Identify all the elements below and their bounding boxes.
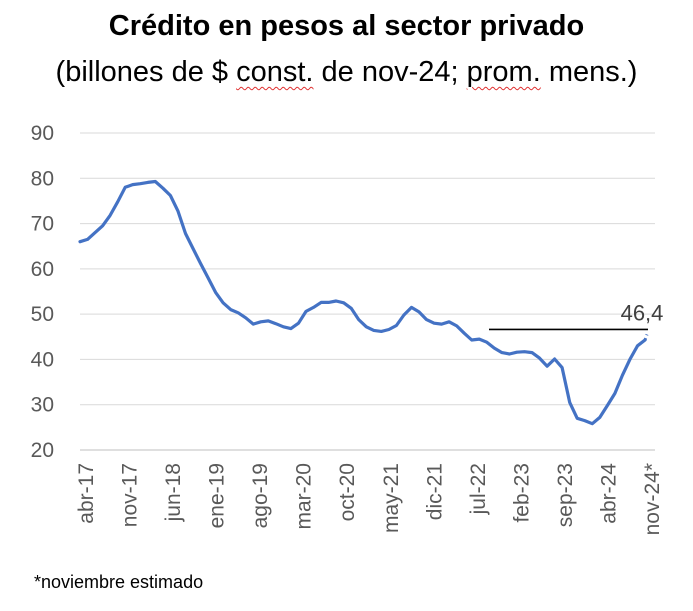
x-tick-label: oct-20 (336, 463, 359, 521)
x-tick-label: nov-17 (119, 463, 142, 527)
x-tick-label: abr-17 (75, 463, 98, 524)
x-tick-label: ene-19 (206, 463, 229, 528)
x-axis-ticks: abr-17 nov-17 jun-18 ene-19 ago-19 mar-20 oct-… (75, 463, 664, 536)
y-tick-label: 30 (31, 394, 54, 417)
x-tick-label: abr-24 (597, 463, 620, 524)
y-tick-label: 20 (31, 439, 54, 462)
y-tick-label: 80 (31, 167, 54, 190)
series-group (78, 179, 649, 426)
x-tick-label: jun-18 (162, 463, 185, 522)
x-tick-label: sep-23 (554, 463, 577, 527)
annotation-group: 46,4 (489, 300, 664, 331)
subtitle-part: (billones de $ (55, 56, 237, 88)
annotation-label: 46,4 (621, 300, 664, 325)
chart-title: Crédito en pesos al sector privado (108, 10, 585, 42)
y-tick-label: 40 (31, 348, 54, 371)
subtitle-part: mens.) (540, 56, 638, 88)
x-tick-label: may-21 (380, 463, 403, 533)
y-tick-label: 50 (31, 303, 54, 326)
footnote: *noviembre estimado (34, 572, 204, 592)
y-tick-label: 60 (31, 258, 54, 281)
gridlines (80, 132, 655, 406)
y-tick-label: 70 (31, 213, 54, 236)
subtitle-part: de nov-24; (313, 56, 467, 88)
x-tick-label: nov-24* (641, 463, 664, 535)
x-tick-label: ago-19 (249, 463, 272, 528)
estimate-segment (643, 333, 649, 341)
chart-subtitle: (billones de $ const. de nov-24; prom. m… (0, 56, 693, 89)
subtitle-part: prom. (466, 56, 541, 88)
x-tick-label: jul-22 (467, 463, 490, 515)
x-tick-label: mar-20 (293, 463, 316, 530)
x-tick-label: dic-21 (423, 463, 446, 520)
subtitle-part: const. (236, 56, 314, 88)
x-tick-label: feb-23 (510, 463, 533, 523)
y-axis-ticks: 20 30 40 50 60 70 80 90 (31, 122, 54, 462)
y-tick-label: 90 (31, 122, 54, 145)
series-line (78, 179, 647, 426)
